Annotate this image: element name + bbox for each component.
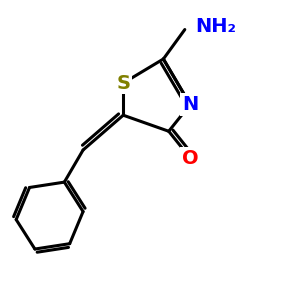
Text: N: N: [182, 95, 198, 114]
Text: NH₂: NH₂: [196, 17, 236, 36]
Text: S: S: [116, 74, 130, 93]
Text: O: O: [182, 148, 199, 167]
